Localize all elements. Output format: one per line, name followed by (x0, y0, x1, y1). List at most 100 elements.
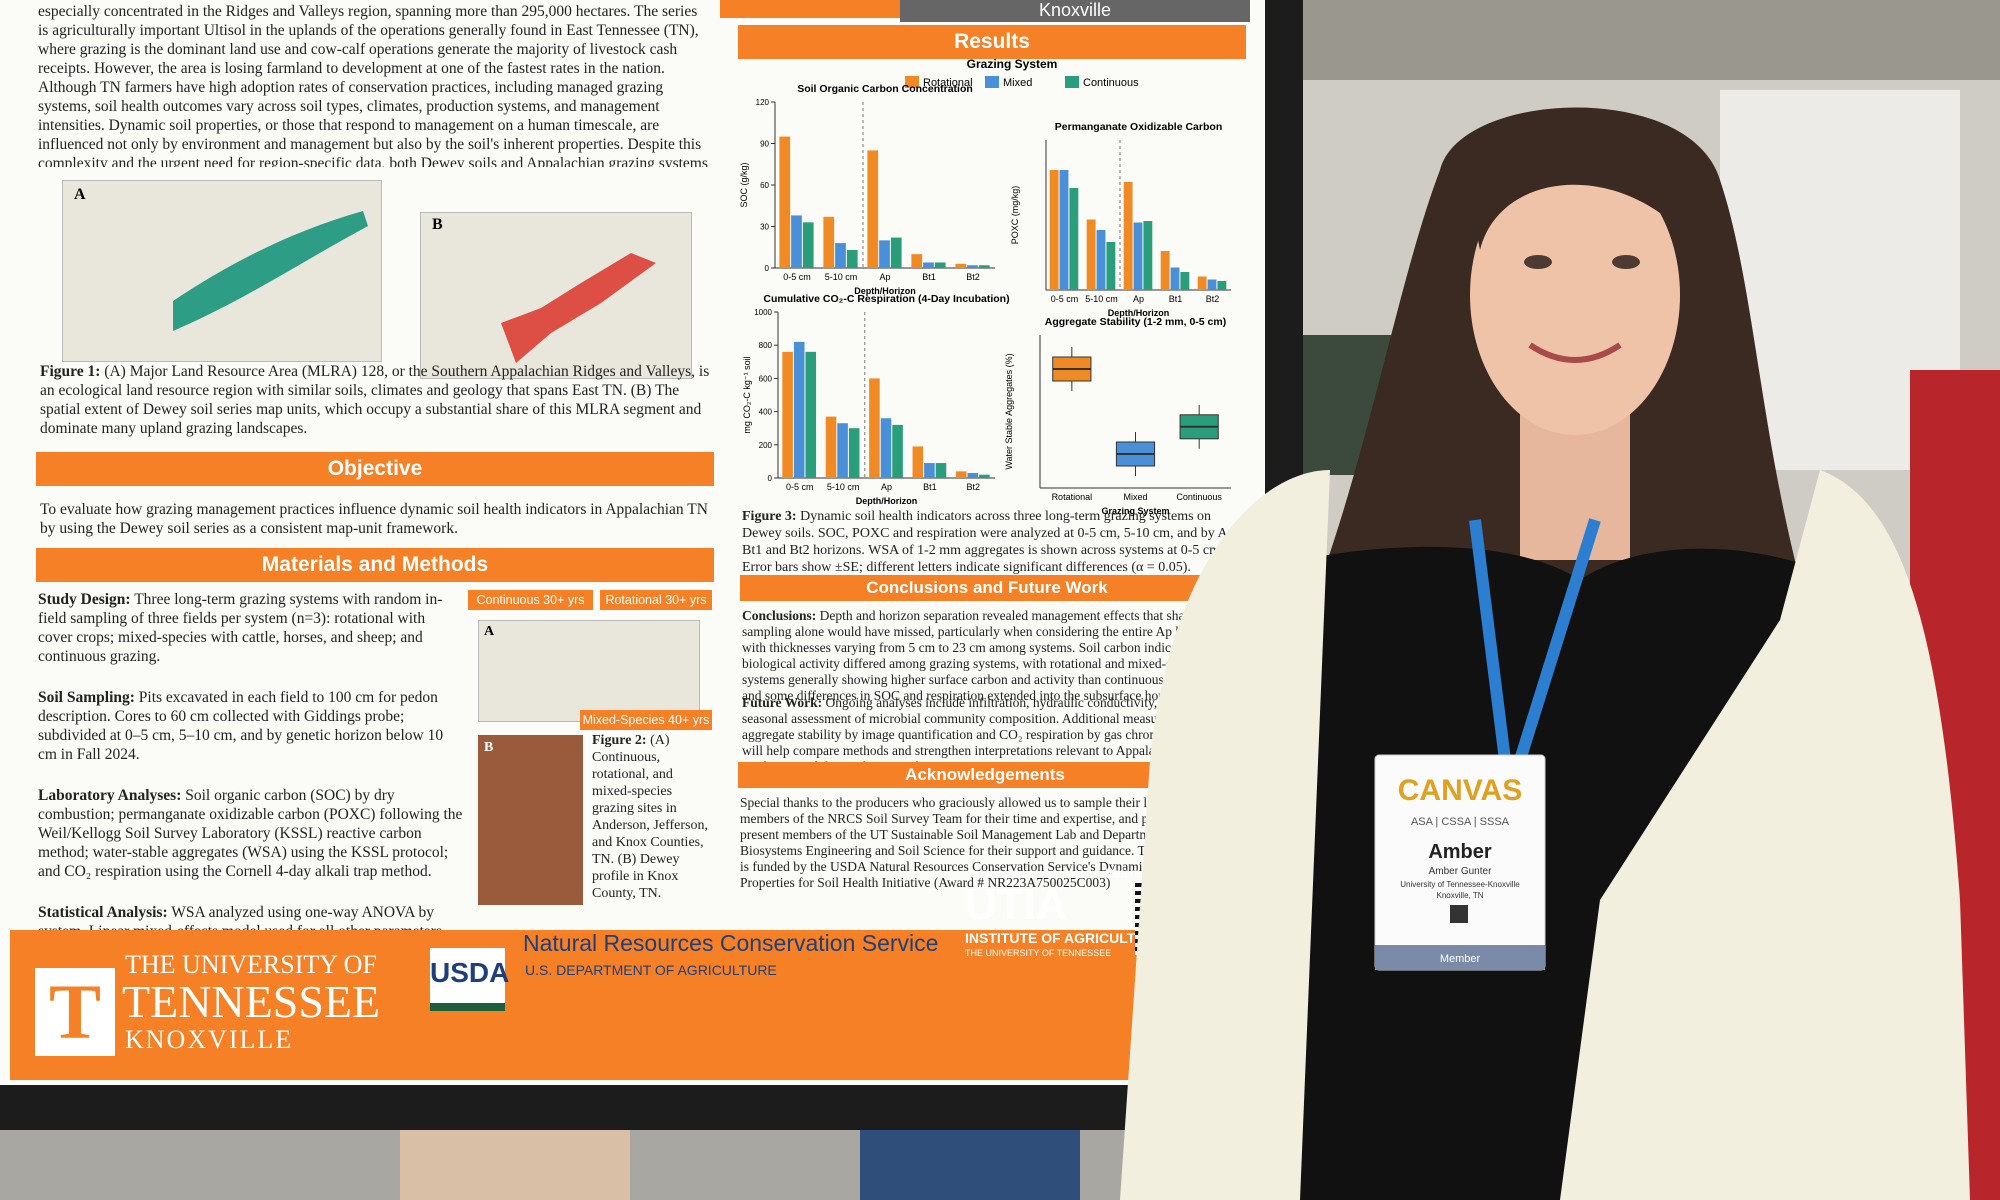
badge-strip (1375, 945, 1545, 970)
bar (835, 243, 846, 268)
legend-swatch (985, 76, 999, 88)
label: Future Work: (742, 695, 823, 710)
y-tick-label: 120 (756, 98, 770, 107)
badge-member: Member (1440, 953, 1481, 965)
logo-text: KNOXVILLE (125, 1025, 294, 1054)
jacket-right (1560, 470, 1970, 1200)
x-tick-label: 5-10 cm (825, 272, 858, 282)
chart-title: Aggregate Stability (1-2 mm, 0-5 cm) (1045, 316, 1226, 328)
x-tick-label: 5-10 cm (1085, 294, 1118, 304)
face (1470, 155, 1680, 435)
intro-text: especially concentrated in the Ridges an… (38, 3, 708, 167)
ut-logo-t: T (48, 968, 102, 1055)
section-label: Laboratory Analyses: (38, 787, 182, 804)
smile (1528, 342, 1622, 363)
panel-label: B (484, 740, 494, 755)
x-tick-label: Ap (881, 482, 892, 492)
bar (846, 250, 858, 268)
section-text: Pits excavated in each field to 100 cm f… (38, 689, 444, 763)
caption-label: Figure 2: (592, 733, 647, 748)
ceiling (1300, 0, 2000, 80)
x-tick-label: Bt2 (967, 482, 981, 492)
logo-text: THE UNIVERSITY OF TENNESSEE (965, 948, 1112, 958)
bar (1049, 170, 1059, 290)
bar (1180, 272, 1190, 290)
bar (793, 341, 805, 478)
bar (879, 240, 890, 268)
y-tick-label: 800 (759, 341, 773, 350)
bar (1086, 219, 1096, 290)
legend-label: Continuous (1083, 77, 1139, 89)
poster-frame (0, 1085, 1303, 1130)
panel-label: B (432, 216, 443, 233)
badge-location: Knoxville, TN (1437, 891, 1484, 900)
legend-swatch (1065, 76, 1079, 88)
jacket-left (1120, 470, 1330, 1200)
x-tick-label: 0-5 cm (1051, 294, 1079, 304)
caption-label: Figure 3: (742, 509, 797, 524)
bar (1133, 222, 1143, 290)
lanyard (1469, 518, 1601, 762)
x-axis-label: Depth/Horizon (854, 286, 916, 296)
logo-text: Natural Resources Conservation Service (523, 930, 939, 956)
bar (802, 222, 814, 268)
logo-text: UTIA (965, 880, 1068, 929)
panel-label: A (484, 624, 495, 639)
legend-swatch (905, 76, 919, 88)
mlra-region (173, 211, 368, 331)
conclusions-text: Conclusions: Depth and horizon separatio… (742, 608, 1222, 704)
bar (1106, 242, 1116, 290)
objective-text: To evaluate how grazing management pract… (40, 501, 708, 537)
x-tick-label: Ap (1133, 294, 1144, 304)
y-tick-label: 90 (760, 140, 769, 149)
x-axis-label: Grazing System (1101, 506, 1169, 516)
chart-title: Cumulative CO₂-C Respiration (4-Day Incu… (763, 293, 1009, 305)
future-work-text: Future Work: Ongoing analyses include in… (742, 695, 1222, 775)
badge-full-name: Amber Gunter (1429, 866, 1492, 877)
caption-label: Figure 1: (40, 363, 101, 380)
ut-logo-box: T (35, 968, 115, 1056)
section-label: Soil Sampling: (38, 689, 135, 706)
x-tick-label: Bt2 (1206, 294, 1220, 304)
text: Depth and horizon separation revealed ma… (742, 608, 1221, 703)
bar (1207, 279, 1217, 290)
x-tick-label: 0-5 cm (786, 482, 814, 492)
figure1-caption: Figure 1: (A) Major Land Resource Area (… (40, 362, 710, 438)
y-tick-label: 0 (768, 474, 773, 483)
x-axis-label: Depth/Horizon (856, 496, 918, 506)
section-text: Three long-term grazing systems with ran… (38, 591, 443, 665)
bar (880, 418, 892, 478)
bar (779, 136, 791, 268)
x-tick-label: Mixed (1123, 492, 1147, 502)
bar (934, 262, 946, 268)
x-tick-label: Rotational (1052, 492, 1093, 502)
bar (890, 237, 902, 268)
bar (848, 428, 860, 478)
usda-text: USDA (430, 957, 510, 988)
bar (867, 150, 879, 268)
y-tick-label: 60 (760, 181, 769, 190)
panel-label: A (74, 186, 86, 203)
section-text: Soil organic carbon (SOC) by dry combust… (38, 787, 463, 880)
y-tick-label: 1000 (754, 308, 772, 317)
y-tick-label: 600 (759, 374, 773, 383)
map-a (62, 180, 382, 362)
logo-banner (10, 930, 1265, 1080)
site-tag: Mixed-Species 40+ yrs (580, 710, 712, 730)
bar (979, 474, 990, 478)
y-tick-label: 400 (759, 408, 773, 417)
x-tick-label: Bt1 (1169, 294, 1183, 304)
logo-text: U.S. DEPARTMENT OF AGRICULTURE (525, 962, 777, 978)
y-axis-label: mg CO₂-C kg⁻¹ soil (742, 356, 752, 433)
header-text: Knoxville (900, 0, 1250, 22)
figure2-caption: Figure 2: (A) Continuous, rotational, an… (592, 732, 712, 902)
methods-section: Soil Sampling: Pits excavated in each fi… (38, 688, 463, 764)
bar (935, 463, 947, 478)
bar (911, 254, 923, 268)
section-heading: Objective (36, 452, 714, 486)
y-axis-label: SOC (g/kg) (739, 162, 749, 207)
y-tick-label: 30 (760, 223, 769, 232)
y-tick-label: 0 (765, 264, 770, 273)
